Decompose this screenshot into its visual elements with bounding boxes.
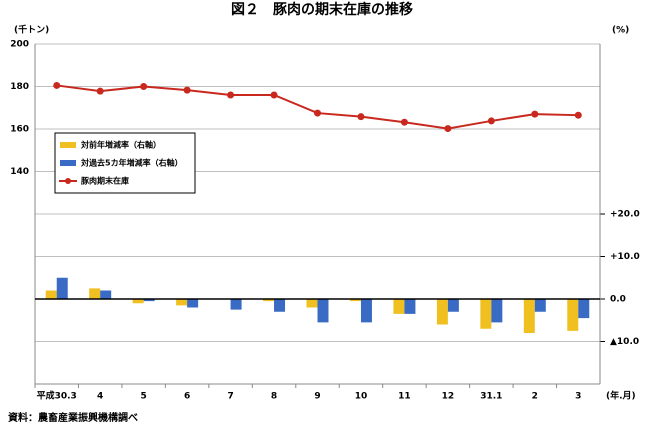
y-tick-label: 140 bbox=[10, 167, 29, 177]
y2-tick-label: 0.0 bbox=[610, 295, 626, 305]
x-tick-label: 7 bbox=[227, 392, 233, 402]
point bbox=[574, 111, 582, 119]
bar bbox=[230, 299, 242, 310]
point bbox=[531, 110, 539, 118]
y2-tick-label: ▲10.0 bbox=[610, 337, 639, 347]
legend-swatch bbox=[60, 160, 76, 166]
point bbox=[487, 117, 495, 125]
bar bbox=[491, 299, 503, 323]
bar bbox=[263, 299, 275, 302]
y2-axis-label: (%) bbox=[612, 26, 629, 36]
bar bbox=[132, 299, 144, 304]
point bbox=[357, 113, 365, 121]
bar bbox=[187, 299, 199, 308]
point bbox=[227, 91, 235, 99]
point bbox=[270, 91, 278, 99]
legend-label: 豚肉期末在庫 bbox=[81, 176, 129, 186]
bar bbox=[317, 299, 329, 323]
x-tick-label: 11 bbox=[398, 392, 411, 402]
point bbox=[444, 125, 452, 133]
legend-label: 対過去5カ年増減率（右軸） bbox=[80, 158, 183, 168]
y-axis-label: (千トン) bbox=[14, 24, 49, 36]
x-tick-label: 2 bbox=[532, 392, 538, 402]
point bbox=[400, 118, 408, 126]
bar bbox=[274, 299, 286, 312]
bar bbox=[306, 299, 318, 308]
bar bbox=[393, 299, 405, 314]
bar bbox=[56, 277, 68, 299]
chart-title: 図２ 豚肉の期末在庫の推移 bbox=[231, 1, 413, 18]
x-axis-label: (年.月) bbox=[606, 390, 636, 402]
point bbox=[96, 87, 104, 95]
bar bbox=[436, 299, 448, 325]
bar bbox=[480, 299, 492, 329]
y-tick-label: 200 bbox=[10, 40, 29, 50]
bar bbox=[578, 299, 590, 319]
x-tick-label: 31.1 bbox=[480, 392, 502, 402]
x-tick-label: 5 bbox=[141, 392, 147, 402]
point bbox=[314, 109, 321, 117]
x-tick-label: 8 bbox=[271, 392, 277, 402]
legend-label: 対前年増減率（右軸） bbox=[80, 140, 161, 150]
x-tick-label: 9 bbox=[314, 392, 320, 402]
y2-tick-label: +20.0 bbox=[610, 210, 640, 220]
x-tick-label: 3 bbox=[575, 392, 581, 402]
line bbox=[56, 84, 579, 130]
y-tick-label: 180 bbox=[10, 82, 29, 92]
x-tick-label: 6 bbox=[184, 392, 190, 402]
point bbox=[140, 83, 148, 90]
bar bbox=[404, 299, 416, 314]
bar bbox=[89, 288, 101, 299]
point bbox=[53, 81, 61, 89]
bar bbox=[45, 290, 57, 299]
bar bbox=[100, 290, 112, 299]
x-tick-label: 12 bbox=[442, 392, 455, 402]
bar bbox=[349, 299, 361, 302]
bar bbox=[360, 299, 372, 323]
x-tick-label: 4 bbox=[97, 392, 103, 402]
bar bbox=[523, 299, 535, 333]
bar bbox=[567, 299, 579, 331]
bar bbox=[176, 299, 188, 306]
bar bbox=[143, 299, 155, 302]
x-tick-label: 10 bbox=[355, 392, 368, 402]
legend bbox=[54, 132, 196, 194]
point bbox=[183, 86, 191, 94]
y-tick-label: 160 bbox=[10, 125, 29, 135]
bar bbox=[447, 299, 459, 312]
source: 資料：農畜産業振興機構調べ bbox=[8, 411, 138, 424]
x-tick-label: 平成30.3 bbox=[37, 390, 77, 402]
y2-tick-label: +10.0 bbox=[610, 252, 640, 262]
legend-swatch bbox=[65, 178, 71, 184]
bar bbox=[534, 299, 546, 312]
legend-swatch bbox=[60, 142, 76, 148]
